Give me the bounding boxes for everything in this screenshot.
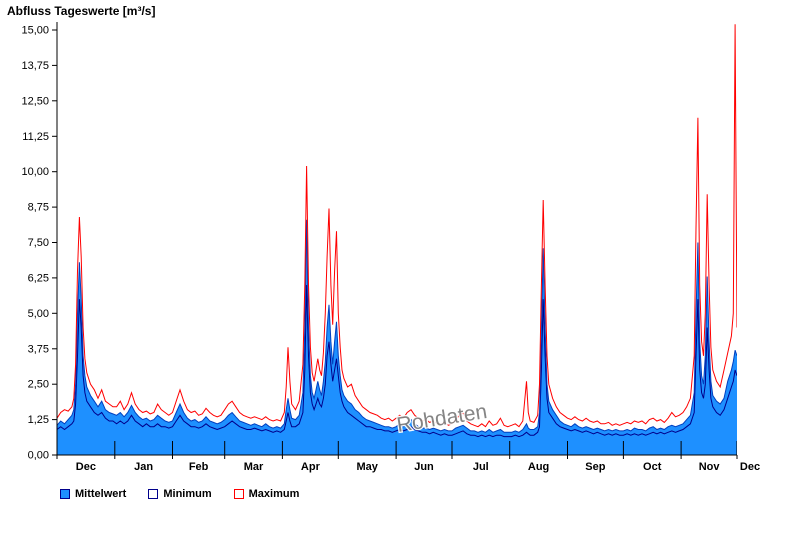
x-month-label: Jan [134,461,153,473]
mittelwert-line [57,219,737,433]
maximum-line [57,24,737,428]
legend-item-maximum: Maximum [233,488,300,500]
x-month-label: Jul [473,461,489,473]
y-tick-label: 12,50 [21,95,49,107]
x-month-label: Dec [740,461,760,473]
legend-label-minimum: Minimum [163,488,212,500]
minimum-line [57,284,737,438]
x-month-label: Mar [244,461,264,473]
x-month-label: Apr [301,461,321,473]
y-tick-label: 10,00 [21,166,49,178]
x-month-label: Aug [528,461,549,473]
y-tick-label: 2,50 [28,379,49,391]
chart-title: Abfluss Tageswerte [m³/s] [7,4,156,18]
legend-item-minimum: Minimum [148,488,212,500]
x-month-label: Dec [76,461,96,473]
mittelwert-swatch-icon [60,489,70,499]
y-tick-label: 3,75 [28,343,49,355]
maximum-swatch-icon [233,489,244,499]
y-tick-label: 8,75 [28,202,49,214]
y-tick-label: 15,00 [21,25,49,37]
x-month-label: Oct [643,461,662,473]
legend-label-mittelwert: Mittelwert [75,488,127,500]
legend-label-maximum: Maximum [248,488,300,500]
y-tick-label: 6,25 [28,272,49,284]
legend-item-mittelwert: Mittelwert [60,488,126,500]
x-month-label: Jun [414,461,434,473]
x-month-label: May [356,461,378,473]
minimum-swatch-icon [148,489,159,499]
y-tick-label: 13,75 [21,60,49,72]
x-month-label: Sep [585,461,605,473]
x-month-label: Feb [189,461,209,473]
legend: Mittelwert Minimum Maximum [60,488,299,500]
y-tick-label: 7,50 [28,237,49,249]
y-tick-label: 5,00 [28,308,49,320]
y-tick-label: 0,00 [28,450,49,462]
y-tick-label: 11,25 [22,131,49,143]
x-month-label: Nov [699,461,721,473]
y-tick-label: 1,25 [28,414,49,426]
